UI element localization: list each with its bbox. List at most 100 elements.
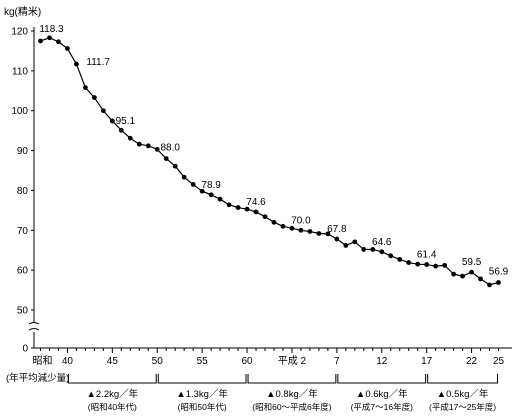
data-point (109, 118, 115, 124)
data-point (406, 260, 412, 265)
x-tick-label: 22 (466, 356, 478, 367)
data-point (361, 247, 367, 252)
data-label: 78.9 (201, 180, 221, 191)
decrease-amount: ▲1.3kg／年 (176, 388, 228, 400)
decrease-period: (平成17～25年度) (429, 402, 496, 412)
data-point (280, 223, 286, 229)
decrease-label: (年平均減少量) (6, 372, 69, 384)
data-point (424, 262, 430, 267)
y-axis-label: kg(精米) (4, 5, 41, 18)
decrease-amount: ▲0.8kg／年 (266, 388, 318, 400)
data-point (127, 135, 133, 141)
data-point (442, 262, 448, 268)
x-tick-label: 50 (152, 356, 164, 367)
decrease-period: (昭和60～平成6年度) (252, 402, 332, 412)
data-point (145, 143, 151, 149)
axis-break-mark (28, 322, 40, 331)
y-tick-label: 70 (17, 226, 29, 237)
data-point (136, 141, 142, 147)
decrease-period: (平成7～16年度) (351, 402, 414, 412)
data-point (478, 276, 483, 282)
data-point (118, 127, 124, 133)
data-point (65, 46, 70, 51)
data-point (325, 231, 331, 237)
data-point (208, 192, 214, 198)
series-line (40, 37, 499, 286)
data-label: 61.4 (417, 250, 437, 261)
decrease-bracket (67, 374, 157, 384)
decrease-annotations: ▲2.2kg／年 (昭和40年代) ▲1.3kg／年 (昭和50年代) ▲0.8kg／年… (67, 374, 499, 412)
x-tick-label: 平成 2 (278, 355, 307, 367)
data-point (388, 253, 394, 259)
data-point (397, 256, 403, 262)
series-polyline (40, 37, 499, 286)
data-point (199, 188, 205, 194)
y-axis: 0 50 60 70 80 90 100 110 120 (11, 27, 40, 355)
data-point (487, 282, 492, 288)
data-point (307, 229, 313, 234)
data-point (38, 38, 43, 44)
data-point (82, 85, 88, 90)
data-label: 64.6 (372, 237, 392, 248)
data-label: 67.8 (327, 224, 347, 235)
y-tick-label: 110 (12, 66, 28, 77)
data-point (181, 174, 187, 180)
y-tick-label: 120 (11, 27, 28, 38)
data-point (163, 156, 169, 161)
data-point (217, 196, 223, 202)
x-tick-label: 17 (421, 356, 433, 367)
decrease-amount: ▲0.5kg／年 (437, 388, 489, 400)
data-label: 56.9 (489, 266, 509, 277)
decrease-bracket (337, 374, 427, 384)
data-point (460, 273, 465, 279)
y-tick-label: 60 (17, 266, 29, 277)
data-label: 88.0 (160, 143, 180, 154)
x-tick-label: 55 (197, 356, 209, 367)
decrease-bracket (157, 374, 247, 384)
data-point (47, 35, 52, 41)
data-point (343, 243, 349, 248)
decrease-amount: ▲0.6kg／年 (356, 388, 408, 400)
data-point (154, 146, 160, 152)
decrease-bracket (427, 374, 499, 384)
y-tick-label: 50 (17, 306, 29, 317)
data-point (74, 61, 79, 67)
data-label: 118.3 (39, 24, 64, 35)
x-tick-label: 40 (62, 356, 74, 367)
decrease-period: (昭和40年代) (88, 402, 137, 412)
data-point (334, 236, 340, 242)
y-tick-label: 100 (11, 106, 28, 117)
decrease-bracket (247, 374, 337, 384)
data-point (226, 202, 232, 208)
data-point (172, 163, 178, 169)
data-label: 70.0 (291, 215, 311, 226)
decrease-period: (昭和50年代) (178, 402, 227, 412)
data-point (91, 95, 97, 100)
data-point (244, 206, 250, 212)
data-point (379, 249, 385, 255)
decrease-amount: ▲2.2kg／年 (87, 388, 139, 400)
data-point (433, 263, 439, 269)
data-point (352, 239, 358, 245)
data-points (38, 35, 501, 288)
x-tick-label: 昭和 (32, 355, 52, 367)
data-point (298, 227, 304, 233)
data-point (56, 39, 61, 45)
data-point (262, 214, 268, 220)
data-point (370, 247, 376, 252)
data-point (190, 182, 196, 187)
data-label: 59.5 (462, 257, 482, 268)
data-point (415, 261, 421, 267)
data-point (451, 271, 457, 277)
y-tick-label: 0 (22, 344, 28, 355)
data-point (271, 219, 277, 225)
data-point (253, 209, 259, 215)
data-label: 95.1 (116, 116, 136, 127)
x-axis: 昭和 40 45 50 55 60 平成 2 7 12 17 22 25 (32, 347, 512, 367)
data-point (289, 225, 295, 231)
x-tick-label: 25 (493, 356, 505, 367)
data-label: 74.6 (246, 197, 266, 208)
x-tick-label: 12 (376, 356, 388, 367)
data-label: 111.7 (86, 57, 110, 68)
